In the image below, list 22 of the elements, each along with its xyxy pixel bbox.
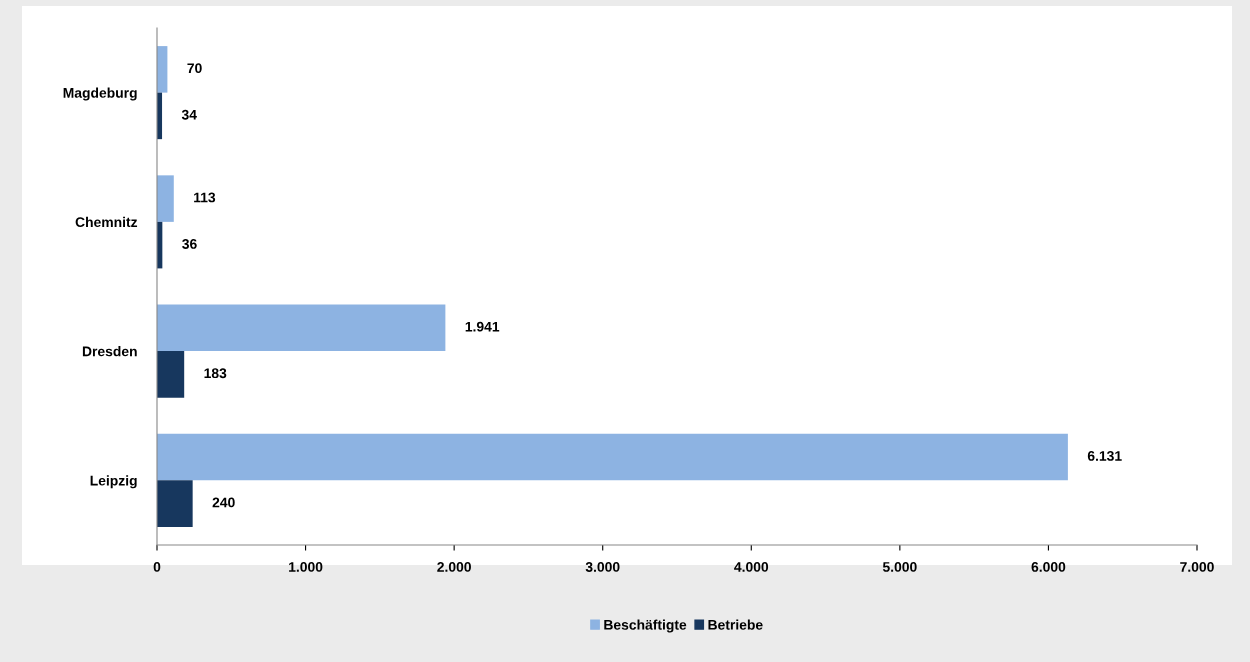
data-label: 34 [181, 109, 197, 120]
x-tick-label: 5.000 [882, 562, 917, 572]
data-label: 6.131 [1087, 451, 1122, 461]
x-tick-label: 0 [153, 562, 161, 572]
x-tick-label: 6.000 [1031, 562, 1066, 572]
legend-label: Beschäftigte [604, 619, 687, 633]
data-label: 36 [182, 239, 197, 249]
data-label: 113 [194, 192, 216, 203]
data-label: 240 [212, 497, 235, 508]
x-tick-label: 7.000 [1180, 562, 1214, 572]
x-tick-label: 2.000 [437, 562, 471, 572]
y-tick-label: Magdeburg [63, 87, 137, 101]
y-tick-label: Leipzig [90, 475, 137, 489]
y-tick-label: Dresden [82, 346, 137, 357]
y-tick-label: Chemnitz [75, 216, 138, 228]
data-label: 183 [204, 368, 227, 379]
data-label: 1.941 [465, 321, 500, 332]
data-label: 70 [187, 63, 202, 74]
x-tick-label: 1.000 [289, 562, 323, 572]
x-tick-label: 4.000 [734, 562, 769, 572]
x-tick-label: 3.000 [585, 562, 620, 572]
legend-label: Betriebe [708, 619, 763, 630]
